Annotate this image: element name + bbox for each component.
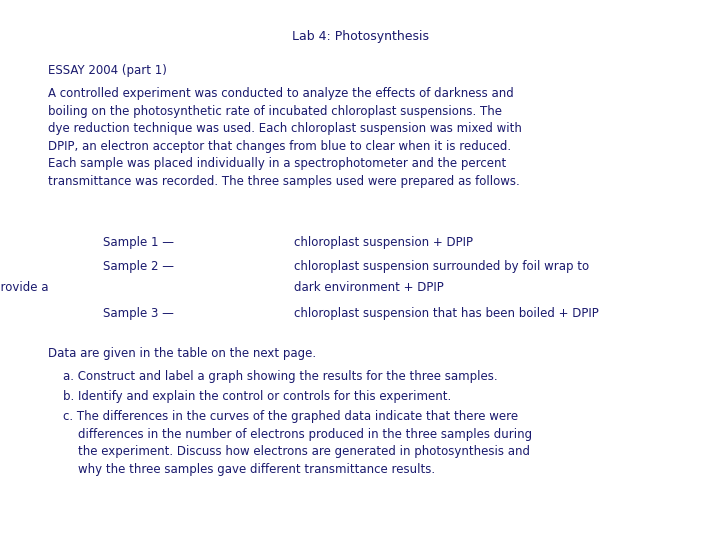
Text: Sample 1 —: Sample 1 — — [103, 236, 174, 249]
Text: a. Construct and label a graph showing the results for the three samples.: a. Construct and label a graph showing t… — [63, 370, 498, 383]
Text: c. The differences in the curves of the graphed data indicate that there were
  : c. The differences in the curves of the … — [63, 410, 533, 476]
Text: ESSAY 2004 (part 1): ESSAY 2004 (part 1) — [48, 64, 167, 77]
Text: b. Identify and explain the control or controls for this experiment.: b. Identify and explain the control or c… — [63, 390, 451, 403]
Text: Sample 3 —: Sample 3 — — [104, 307, 174, 320]
Text: dark environment + DPIP: dark environment + DPIP — [294, 281, 444, 294]
Text: A controlled experiment was conducted to analyze the effects of darkness and
boi: A controlled experiment was conducted to… — [48, 87, 522, 188]
Text: Sample 2 —: Sample 2 — — [103, 260, 174, 273]
Text: chloroplast suspension that has been boiled + DPIP: chloroplast suspension that has been boi… — [294, 307, 598, 320]
Text: chloroplast suspension surrounded by foil wrap to: chloroplast suspension surrounded by foi… — [294, 260, 589, 273]
Text: Lab 4: Photosynthesis: Lab 4: Photosynthesis — [292, 30, 428, 43]
Text: chloroplast suspension + DPIP: chloroplast suspension + DPIP — [294, 236, 473, 249]
Text: Data are given in the table on the next page.: Data are given in the table on the next … — [48, 347, 316, 360]
Text: provide a: provide a — [0, 281, 48, 294]
